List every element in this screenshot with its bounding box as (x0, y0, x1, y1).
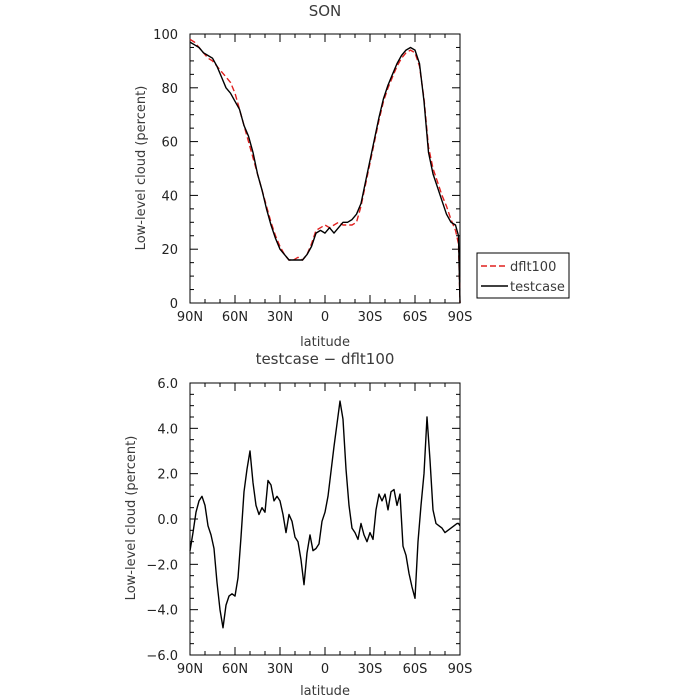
x-tick-label: 0 (321, 662, 329, 677)
series-line-testcase (189, 41, 461, 304)
x-tick-label: 60S (403, 310, 428, 325)
bottom-x-axis-label: latitude (300, 684, 350, 699)
x-tick-label: 60N (222, 662, 248, 677)
bottom-y-tick-labels: −6.0 −4.0 −2.0 0.0 2.0 4.0 6.0 (146, 377, 178, 664)
top-y-tick-labels: 0 20 40 60 80 100 (153, 28, 178, 312)
bottom-x-tick-labels: 90N 60N 30N 0 30S 60S 90S (177, 662, 473, 677)
x-tick-label: 60S (403, 662, 428, 677)
x-tick-label: 30N (267, 662, 293, 677)
y-tick-label: 80 (161, 82, 178, 97)
y-tick-label: 0.0 (157, 513, 178, 528)
bottom-panel: testcase − dflt100 90N 60N 30N 0 30S 60S 90S −… (124, 350, 472, 699)
x-tick-label: 30S (358, 310, 383, 325)
x-tick-label: 30N (267, 310, 293, 325)
y-tick-label: 100 (153, 28, 178, 43)
y-tick-label: 2.0 (157, 468, 178, 483)
top-series-lines (189, 38, 461, 304)
x-tick-label: 90N (177, 662, 203, 677)
y-tick-label: 6.0 (157, 377, 178, 392)
y-tick-label: 40 (161, 189, 178, 204)
y-tick-label: 0 (170, 297, 178, 312)
legend-box (476, 252, 570, 299)
x-tick-label: 60N (222, 310, 248, 325)
legend-label-testcase: testcase (510, 280, 565, 295)
x-tick-label: 90S (448, 310, 473, 325)
x-tick-label: 0 (321, 310, 329, 325)
legend-label-dflt100: dflt100 (510, 260, 556, 275)
y-tick-label: 4.0 (157, 422, 178, 437)
top-chart-title: SON (309, 2, 342, 20)
top-x-axis-label: latitude (300, 335, 350, 350)
series-line-diff-0 (189, 400, 461, 629)
y-tick-label: 20 (161, 243, 178, 258)
top-y-axis-label: Low-level cloud (percent) (134, 86, 149, 251)
legend: dflt100 testcase (476, 252, 570, 299)
y-tick-label: −6.0 (146, 649, 178, 664)
y-tick-label: −4.0 (146, 604, 178, 619)
x-tick-label: 30S (358, 662, 383, 677)
top-x-tick-labels: 90N 60N 30N 0 30S 60S 90S (177, 310, 473, 325)
bottom-chart-title: testcase − dflt100 (256, 350, 395, 368)
x-tick-label: 90N (177, 310, 203, 325)
top-axis-ticks (189, 33, 461, 304)
top-plot-frame (189, 33, 461, 304)
bottom-series-lines (189, 400, 461, 629)
series-line-dflt100 (189, 38, 461, 304)
top-panel: SON 90N 60N 30N 0 30S 60S 90S 0 20 40 60 80 100 lat… (134, 2, 472, 350)
y-tick-label: −2.0 (146, 558, 178, 573)
bottom-y-axis-label: Low-level cloud (percent) (124, 436, 139, 601)
x-tick-label: 90S (448, 662, 473, 677)
y-tick-label: 60 (161, 136, 178, 151)
